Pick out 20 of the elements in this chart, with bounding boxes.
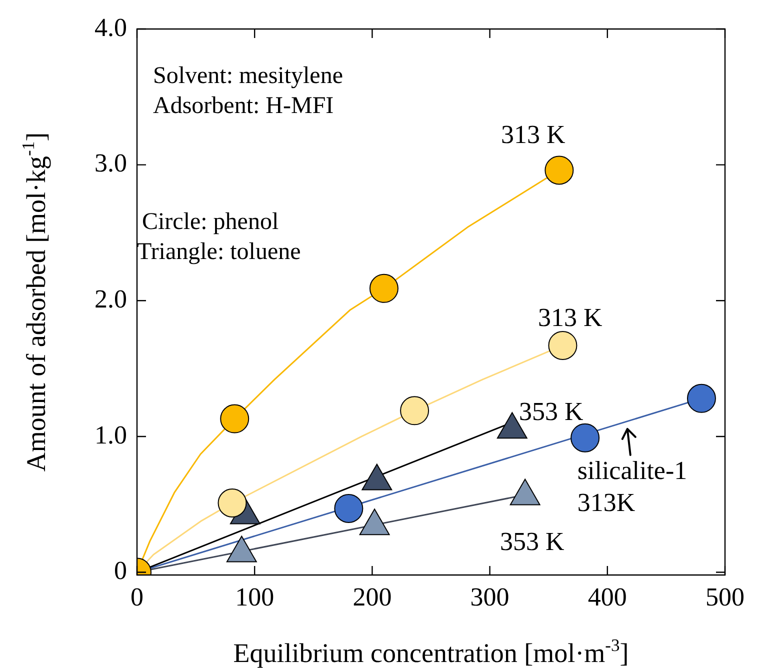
- x-tick-label: 400: [588, 582, 627, 612]
- annotation: Circle: phenol: [142, 209, 279, 235]
- annotation: Triangle: toluene: [137, 239, 301, 265]
- y-tick-label: 4.0: [94, 12, 127, 42]
- annotation: Adsorbent: H-MFI: [153, 93, 334, 119]
- y-tick-label: 3.0: [94, 148, 127, 178]
- y-axis-title: Amount of adsorbed [mol·kg-1]: [18, 132, 51, 472]
- annotation: 353 K: [519, 397, 584, 426]
- annotation: 313 K: [538, 303, 602, 332]
- x-tick-label: 100: [235, 582, 274, 612]
- annotation: Solvent: mesitylene: [153, 63, 343, 89]
- y-tick-label: 1.0: [94, 420, 127, 450]
- annotation: silicalite-1 313K: [577, 456, 688, 517]
- x-tick-label: 200: [352, 582, 392, 612]
- x-tick-label: 500: [706, 582, 744, 612]
- y-tick-label: 0: [114, 556, 127, 586]
- x-tick-label: 300: [470, 582, 510, 612]
- annotation: 353 K: [500, 527, 564, 556]
- y-tick-label: 2.0: [94, 284, 127, 314]
- annotation: 313 K: [501, 120, 566, 149]
